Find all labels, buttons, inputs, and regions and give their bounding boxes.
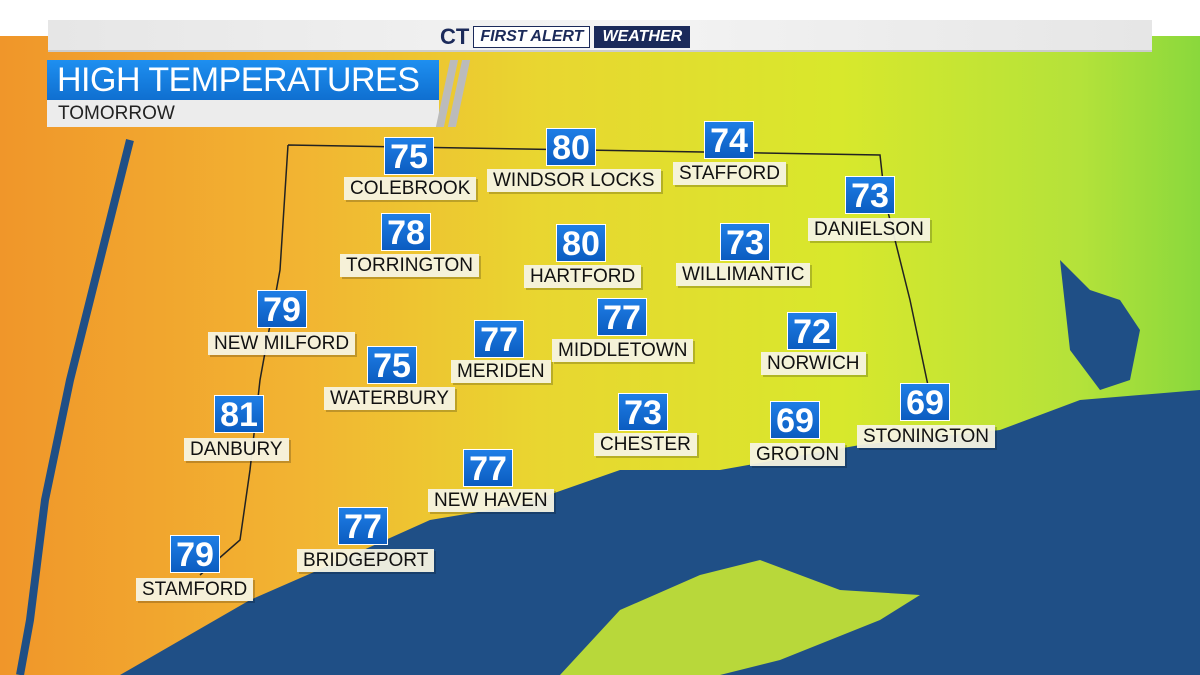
temp-danielson: 73	[845, 176, 895, 215]
hudson-river	[16, 139, 134, 675]
temp-colebrook: 75	[384, 137, 434, 176]
temp-stafford: 74	[704, 121, 754, 160]
city-bridgeport: BRIDGEPORT	[297, 549, 435, 572]
city-chester: CHESTER	[594, 433, 697, 456]
weather-label: WEATHER	[594, 26, 691, 48]
city-meriden: MERIDEN	[451, 360, 551, 383]
city-torrington: TORRINGTON	[340, 254, 480, 277]
temp-new-haven: 77	[463, 449, 513, 488]
temp-torrington: 78	[381, 213, 431, 252]
page-subtitle: TOMORROW	[47, 100, 439, 127]
temp-bridgeport: 77	[338, 507, 388, 546]
long-island	[560, 560, 920, 675]
temp-hartford: 80	[556, 224, 606, 263]
city-groton: GROTON	[750, 443, 846, 466]
nbc-ct-logo: CT	[440, 24, 470, 49]
city-stafford: STAFFORD	[673, 162, 786, 185]
first-alert-weather-logo: CT FIRST ALERT WEATHER	[440, 24, 691, 49]
long-island-sound	[120, 390, 1200, 675]
temp-danbury: 81	[214, 395, 264, 434]
city-windsor-locks: WINDSOR LOCKS	[487, 169, 661, 192]
city-new-milford: NEW MILFORD	[208, 332, 356, 355]
city-stonington: STONINGTON	[857, 425, 995, 448]
city-willimantic: WILLIMANTIC	[676, 263, 811, 286]
city-waterbury: WATERBURY	[324, 387, 455, 410]
narragansett-bay	[1060, 260, 1140, 390]
temp-chester: 73	[618, 393, 668, 432]
temp-new-milford: 79	[257, 290, 307, 329]
city-norwich: NORWICH	[761, 352, 866, 375]
temp-stamford: 79	[170, 535, 220, 574]
page-title: HIGH TEMPERATURES	[47, 60, 439, 100]
city-hartford: HARTFORD	[524, 265, 642, 288]
temp-meriden: 77	[474, 320, 524, 359]
temp-willimantic: 73	[720, 223, 770, 262]
temp-waterbury: 75	[367, 346, 417, 385]
city-colebrook: COLEBROOK	[344, 177, 477, 200]
first-alert-label: FIRST ALERT	[473, 26, 591, 48]
city-danbury: DANBURY	[184, 438, 289, 461]
temp-groton: 69	[770, 401, 820, 440]
temp-norwich: 72	[787, 312, 837, 351]
city-stamford: STAMFORD	[136, 578, 254, 601]
temp-middletown: 77	[597, 298, 647, 337]
temp-stonington: 69	[900, 383, 950, 422]
city-new-haven: NEW HAVEN	[428, 489, 554, 512]
temp-windsor-locks: 80	[546, 128, 596, 167]
city-danielson: DANIELSON	[808, 218, 930, 241]
city-middletown: MIDDLETOWN	[552, 339, 694, 362]
